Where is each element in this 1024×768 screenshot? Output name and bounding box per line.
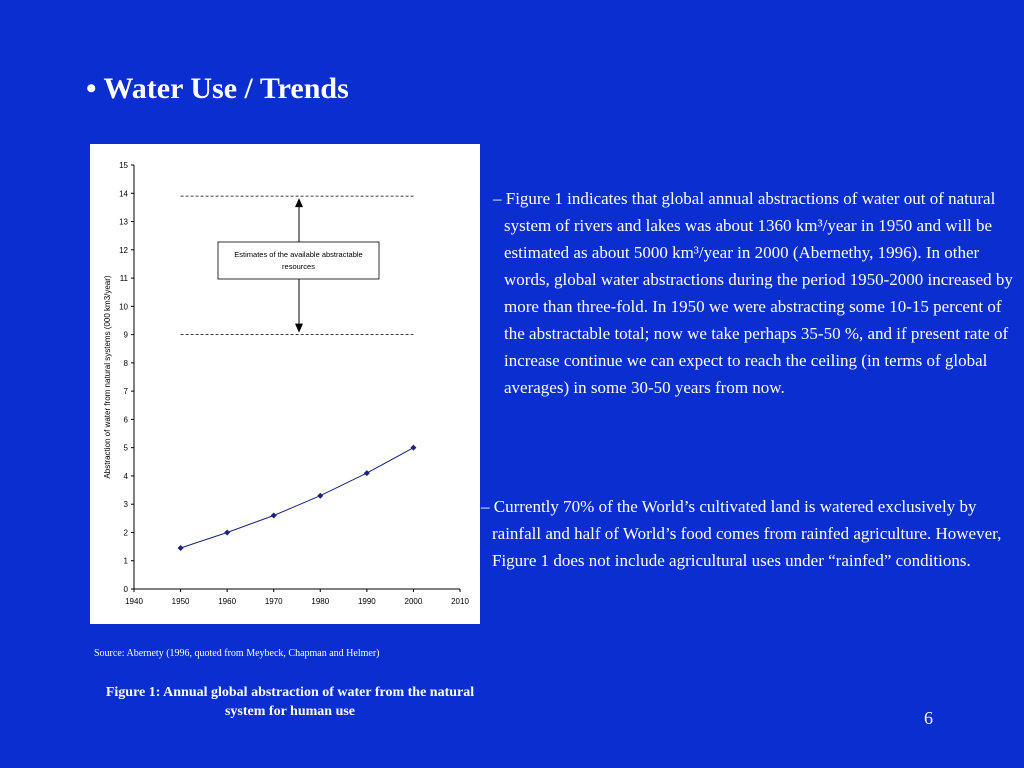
chart-source: Source: Abernety (1996, quoted from Meyb… bbox=[94, 648, 380, 659]
y-tick-label: 4 bbox=[124, 472, 129, 481]
y-tick-label: 11 bbox=[120, 274, 129, 283]
data-point bbox=[177, 545, 184, 552]
x-tick-label: 1960 bbox=[218, 597, 236, 606]
y-axis-label: Abstraction of water from natural system… bbox=[103, 275, 112, 479]
y-tick-label: 14 bbox=[119, 189, 128, 198]
slide-title: • Water Use / Trends bbox=[86, 72, 349, 105]
y-tick-label: 2 bbox=[124, 528, 129, 537]
arrow-down-head bbox=[295, 323, 303, 333]
y-tick-label: 10 bbox=[119, 302, 128, 311]
annotation-text-line-1: Estimates of the available abstractable bbox=[234, 250, 362, 259]
y-tick-label: 12 bbox=[119, 246, 128, 255]
annotation-text-line-2: resources bbox=[282, 262, 315, 271]
x-tick-label: 1990 bbox=[358, 597, 376, 606]
y-tick-label: 1 bbox=[124, 557, 129, 566]
annotation-box bbox=[217, 241, 380, 280]
chart-panel: 0 1 2 3 4 5 6 7 8 9 10 11 12 13 14 15 1940 1950 1960 1970 19… bbox=[90, 144, 480, 624]
data-point bbox=[410, 444, 417, 451]
x-tick-label: 2010 bbox=[451, 597, 469, 606]
paragraph-rainfed-note: – Currently 70% of the World’s cultivate… bbox=[481, 497, 1002, 570]
x-tick-label: 2000 bbox=[405, 597, 423, 606]
y-tick-label: 9 bbox=[124, 331, 129, 340]
data-point bbox=[270, 512, 277, 519]
x-tick-label: 1980 bbox=[311, 597, 329, 606]
y-tick-label: 13 bbox=[119, 218, 128, 227]
y-tick-label: 8 bbox=[124, 359, 129, 368]
figure-caption: Figure 1: Annual global abstraction of w… bbox=[105, 685, 475, 719]
series-line bbox=[180, 447, 414, 549]
y-tick-label: 15 bbox=[119, 161, 128, 170]
x-tick-label: 1950 bbox=[172, 597, 190, 606]
y-tick-label: 3 bbox=[124, 500, 129, 509]
y-tick-label: 5 bbox=[124, 444, 129, 453]
x-tick-label: 1970 bbox=[265, 597, 283, 606]
paragraph-figure-description: – Figure 1 indicates that global annual … bbox=[493, 189, 1013, 397]
y-tick-label: 0 bbox=[124, 585, 129, 594]
data-point bbox=[224, 529, 231, 536]
data-point bbox=[363, 470, 370, 477]
page-number: 6 bbox=[924, 708, 933, 728]
x-tick-label: 1940 bbox=[125, 597, 143, 606]
y-tick-label: 7 bbox=[124, 387, 129, 396]
arrow-up-head bbox=[295, 198, 303, 208]
y-tick-label: 6 bbox=[124, 415, 129, 424]
data-point bbox=[317, 492, 324, 499]
